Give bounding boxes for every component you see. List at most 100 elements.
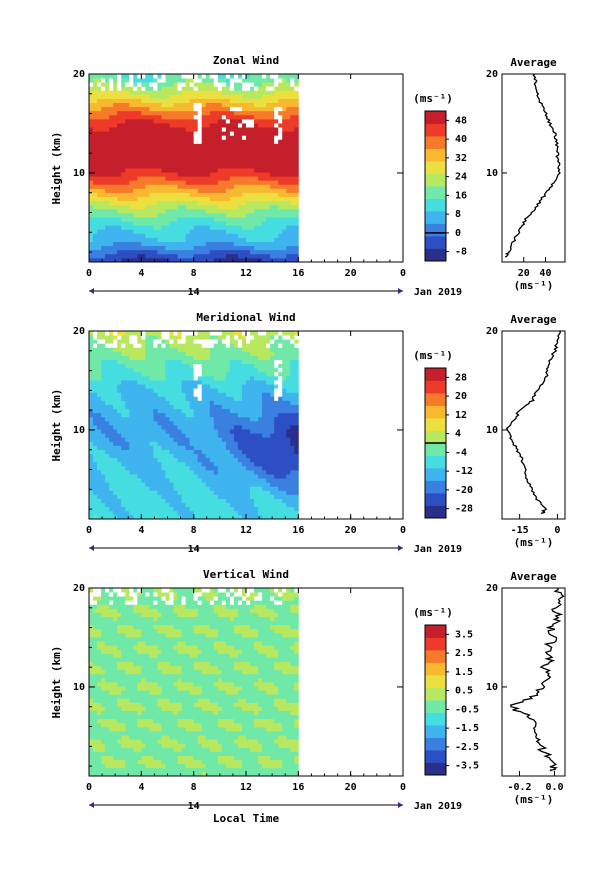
heatmap-cell [221,404,227,410]
heatmap-cell [181,449,187,455]
heatmap-cell [105,78,110,83]
heatmap-cell [274,420,279,426]
heatmap-cell [101,490,106,495]
heatmap-cell [286,510,291,516]
heatmap-cell [189,221,195,226]
heatmap-cell [290,208,295,214]
heatmap-cell [181,474,187,479]
heatmap-cell [270,233,275,238]
heatmap-cell [258,445,263,450]
heatmap-cell [241,469,247,475]
heatmap-cell [105,176,110,181]
heatmap-cell [93,151,98,157]
heatmap-cell [233,371,239,377]
heatmap-cell [173,339,178,344]
heatmap-cell [117,212,122,218]
heatmap-cell [133,82,138,87]
heatmap-cell [185,241,191,247]
heatmap-cell [113,123,118,128]
heatmap-cell [258,490,263,495]
heatmap-cell [153,221,158,226]
heatmap-cell [113,114,118,120]
heatmap-cell [89,510,94,516]
heatmap-cell [189,469,195,475]
heatmap-cell [290,482,295,487]
heatmap-cell [290,143,295,148]
heatmap-cell [209,461,215,467]
heatmap-cell [205,127,211,132]
heatmap-cell [193,86,199,91]
heatmap-cell [262,245,267,251]
heatmap-cell [197,172,203,177]
heatmap-cell [250,359,255,365]
heatmap-cell [113,375,118,381]
heatmap-cell [97,204,102,210]
heatmap-cell [105,241,110,247]
heatmap-cell [274,163,279,169]
heatmap-cell [177,208,182,214]
heatmap-cell [181,502,187,508]
heatmap-cell [290,449,295,455]
heatmap-cell [181,331,187,336]
heatmap-cell [141,200,146,206]
heatmap-cell [274,449,279,455]
heatmap-cell [169,494,174,499]
heatmap-cell [282,212,287,218]
heatmap-cell [189,510,195,516]
colorbar-segment [425,136,446,149]
heatmap-cell [109,380,114,385]
heatmap-cell [233,449,239,455]
heatmap-cell [229,200,235,206]
heatmap-cell [237,184,243,189]
heatmap-cell [237,106,243,112]
heatmap-cell [250,392,255,397]
heatmap-cell [282,396,287,401]
heatmap-cell [93,469,98,475]
heatmap-cell [274,461,279,467]
heatmap-cell [121,478,126,483]
heatmap-cell [121,82,126,87]
heatmap-cell [205,367,211,373]
heatmap-cell [217,478,223,483]
x-tick-label: 12 [240,525,252,536]
heatmap-cell [181,82,187,87]
heatmap-cell [177,143,182,148]
heatmap-cell [165,94,170,99]
heatmap-cell [181,392,187,397]
heatmap-cell [201,94,207,99]
heatmap-cell [197,400,203,405]
heatmap-cell [237,180,243,185]
heatmap-cell [157,102,162,108]
heatmap-cell [205,135,211,140]
heatmap-cell [161,184,166,189]
colorbar-segment [425,223,446,237]
heatmap-cell [217,225,223,230]
heatmap-cell [121,465,126,471]
heatmap-cell [282,490,287,495]
heatmap-cell [205,114,211,120]
heatmap-cell [89,257,94,263]
heatmap-cell [133,347,138,352]
heatmap-cell [213,343,219,348]
heatmap-cell [233,229,239,234]
heatmap-cell [161,396,166,401]
heatmap-cell [197,94,203,99]
heatmap-cell [241,502,247,508]
heatmap-cell [274,184,279,189]
heatmap-cell [233,180,239,185]
heatmap-cell [266,478,271,483]
heatmap-cell [237,343,243,348]
heatmap-cell [262,502,267,508]
heatmap-cell [209,408,215,414]
x-tick-label: 12 [240,268,252,279]
heatmap-cell [286,441,291,446]
heatmap-cell [181,343,187,348]
heatmap-cell [189,184,195,189]
heatmap-cell [250,180,255,185]
heatmap-cell [217,143,223,148]
heatmap-cell [286,388,291,393]
heatmap-cell [113,200,118,206]
heatmap-cell [246,78,251,83]
heatmap-cell [294,82,299,87]
heatmap-cell [113,131,118,136]
